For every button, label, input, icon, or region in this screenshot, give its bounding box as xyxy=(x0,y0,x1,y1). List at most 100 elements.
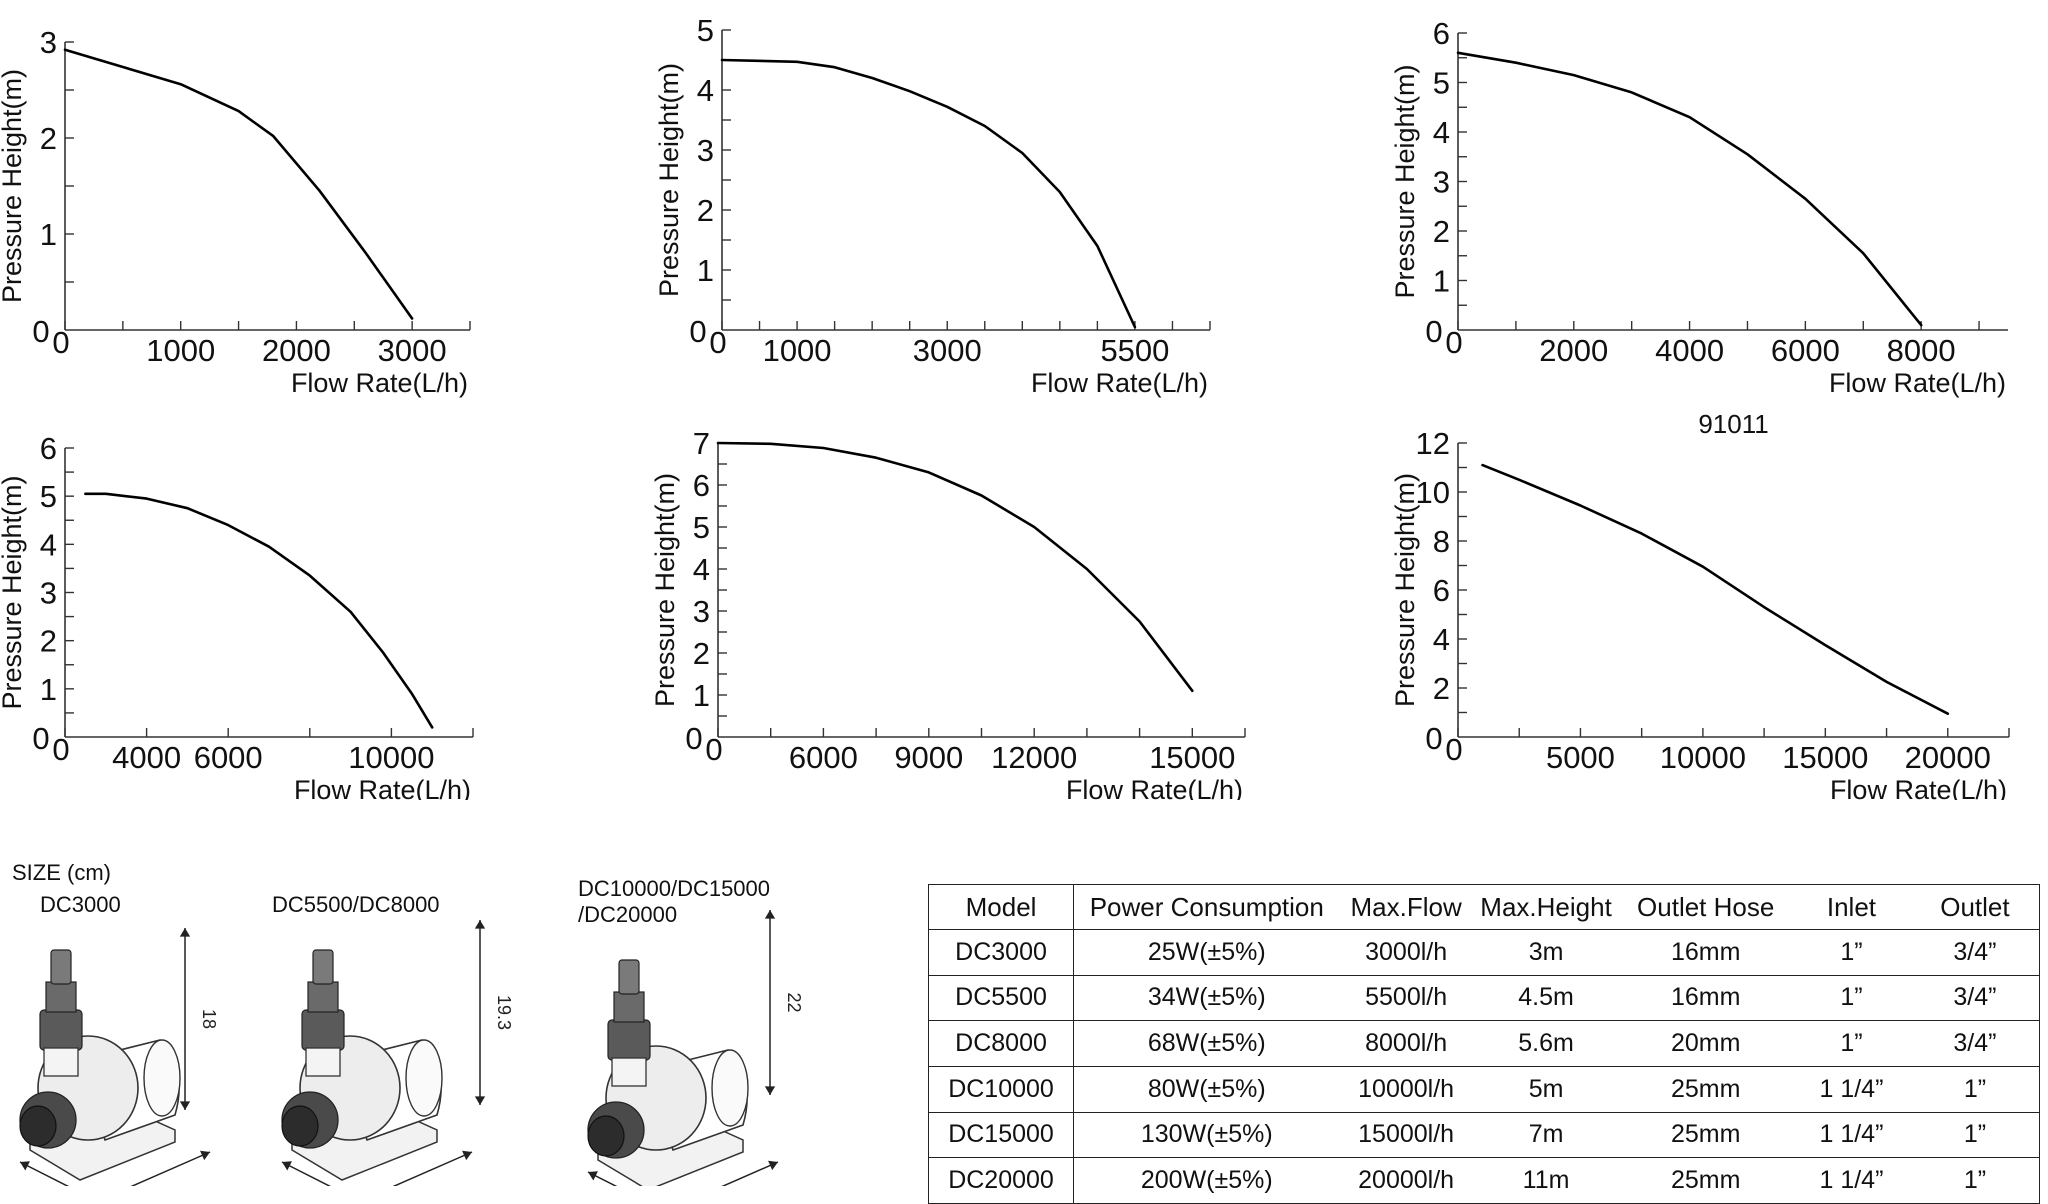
y-tick-label: 4 xyxy=(697,73,714,108)
x-tick-label: 8000 xyxy=(1887,333,1956,368)
table-cell: 1” xyxy=(1911,1112,2040,1158)
y-tick-label: 4 xyxy=(693,552,710,587)
table-cell: 25mm xyxy=(1619,1158,1792,1204)
pump-inlet-opening xyxy=(20,1106,56,1146)
table-cell: 1” xyxy=(1911,1066,2040,1112)
arrow-head xyxy=(180,928,190,937)
x-tick-label: 15000 xyxy=(1149,740,1235,775)
y-tick-label: 3 xyxy=(40,576,57,611)
pump-outlet-neck xyxy=(612,1058,646,1086)
x-tick-label: 12000 xyxy=(991,740,1077,775)
y-tick-label: 2 xyxy=(693,636,710,671)
table-cell: 34W(±5%) xyxy=(1074,975,1340,1021)
spec-header-inlet: Inlet xyxy=(1792,885,1911,930)
spec-header-power: Power Consumption xyxy=(1074,885,1340,930)
x-tick-label: 6000 xyxy=(1771,333,1840,368)
size-section: SIZE (cm) DC3000 DC5500/DC8000 DC10000/D… xyxy=(0,850,920,1186)
spec-header-outlet: Outlet xyxy=(1911,885,2040,930)
table-cell: 80W(±5%) xyxy=(1074,1066,1340,1112)
y-tick-label: 4 xyxy=(1433,622,1450,657)
x-tick-label: 10000 xyxy=(1660,740,1746,775)
pump-drawing-2: 19.310.118.5 xyxy=(282,920,514,1186)
series-line xyxy=(65,50,412,319)
y-tick-label: 3 xyxy=(697,133,714,168)
y-tick-label: 2 xyxy=(40,624,57,659)
pump-outlet-fitting xyxy=(46,982,76,1012)
pump-outlet-nut xyxy=(40,1010,82,1050)
y-tick-label: 6 xyxy=(1433,573,1450,608)
y-tick-label: 5 xyxy=(697,13,714,48)
table-cell: 3/4” xyxy=(1911,930,2040,976)
table-cell: 5500l/h xyxy=(1340,975,1473,1021)
y-tick-label: 2 xyxy=(40,121,57,156)
table-row: DC10000 80W(±5%) 10000l/h 5m 25mm 1 1/4”… xyxy=(929,1066,2040,1112)
table-cell: 3000l/h xyxy=(1340,930,1473,976)
x-tick-label: 4000 xyxy=(1655,333,1724,368)
y-tick-label: 4 xyxy=(1433,115,1450,150)
x-axis-label: Flow Rate(L/h) xyxy=(294,775,471,800)
table-row: DC15000 130W(±5%) 15000l/h 7m 25mm 1 1/4… xyxy=(929,1112,2040,1158)
y-axis-label: Pressure Height(m) xyxy=(1390,64,1420,298)
pump-motor-cap xyxy=(712,1050,748,1126)
x-tick-label: 15000 xyxy=(1782,740,1868,775)
origin-label: 0 xyxy=(52,325,69,360)
table-row: DC3000 25W(±5%) 3000l/h 3m 16mm 1” 3/4” xyxy=(929,930,2040,976)
x-tick-label: 1000 xyxy=(146,333,215,368)
table-cell: 15000l/h xyxy=(1340,1112,1473,1158)
table-cell: 1” xyxy=(1792,1021,1911,1067)
table-cell: DC20000 xyxy=(929,1158,1074,1204)
arrow-head xyxy=(765,910,775,919)
table-cell: 4.5m xyxy=(1473,975,1620,1021)
table-cell: 3/4” xyxy=(1911,1021,2040,1067)
arrow-head xyxy=(475,920,485,929)
pump-outlet-fitting xyxy=(614,992,644,1022)
origin-label: 0 xyxy=(1445,325,1462,360)
pump-outlet-nut xyxy=(302,1010,344,1050)
table-row: DC8000 68W(±5%) 8000l/h 5.6m 20mm 1” 3/4… xyxy=(929,1021,2040,1067)
y-tick-label: 2 xyxy=(697,193,714,228)
dimension-height: 22 xyxy=(784,992,804,1012)
table-cell: 25mm xyxy=(1619,1066,1792,1112)
table-cell: 1 1/4” xyxy=(1792,1112,1911,1158)
x-axis-label: Flow Rate(L/h) xyxy=(1830,775,2007,800)
pump-drawing-1: 189.116 xyxy=(20,928,219,1186)
x-axis-label: Flow Rate(L/h) xyxy=(1031,368,1208,398)
spec-header-outlet-hose: Outlet Hose xyxy=(1619,885,1792,930)
table-cell: 5.6m xyxy=(1473,1021,1620,1067)
origin-label: 0 xyxy=(689,314,706,349)
table-cell: DC3000 xyxy=(929,930,1074,976)
origin-label: 0 xyxy=(32,721,49,756)
table-cell: DC5500 xyxy=(929,975,1074,1021)
x-axis-label: Flow Rate(L/h) xyxy=(291,368,468,398)
table-cell: 200W(±5%) xyxy=(1074,1158,1340,1204)
table-row: DC20000 200W(±5%) 20000l/h 11m 25mm 1 1/… xyxy=(929,1158,2040,1204)
y-tick-label: 6 xyxy=(693,468,710,503)
dimension-height: 18 xyxy=(199,1009,219,1029)
origin-label: 0 xyxy=(32,314,49,349)
table-cell: 3m xyxy=(1473,930,1620,976)
origin-label: 0 xyxy=(1425,314,1442,349)
pump-outlet-neck xyxy=(306,1048,340,1076)
table-cell: 16mm xyxy=(1619,975,1792,1021)
table-row: DC5500 34W(±5%) 5500l/h 4.5m 16mm 1” 3/4… xyxy=(929,975,2040,1021)
pump-outlet-barb xyxy=(51,950,71,984)
origin-label: 0 xyxy=(52,732,69,767)
x-tick-label: 3000 xyxy=(913,333,982,368)
table-cell: 130W(±5%) xyxy=(1074,1112,1340,1158)
pump-outlet-nut xyxy=(608,1020,650,1060)
y-axis-label: Pressure Height(m) xyxy=(0,475,27,709)
table-cell: 1” xyxy=(1792,930,1911,976)
x-tick-label: 10000 xyxy=(348,740,434,775)
arrow-head xyxy=(475,1096,485,1105)
y-tick-label: 1 xyxy=(40,672,57,707)
table-cell: 25mm xyxy=(1619,1112,1792,1158)
y-tick-label: 7 xyxy=(693,426,710,461)
y-tick-label: 3 xyxy=(40,25,57,60)
pump-drawing-3: 221221.5 xyxy=(588,910,804,1186)
origin-label: 0 xyxy=(709,325,726,360)
